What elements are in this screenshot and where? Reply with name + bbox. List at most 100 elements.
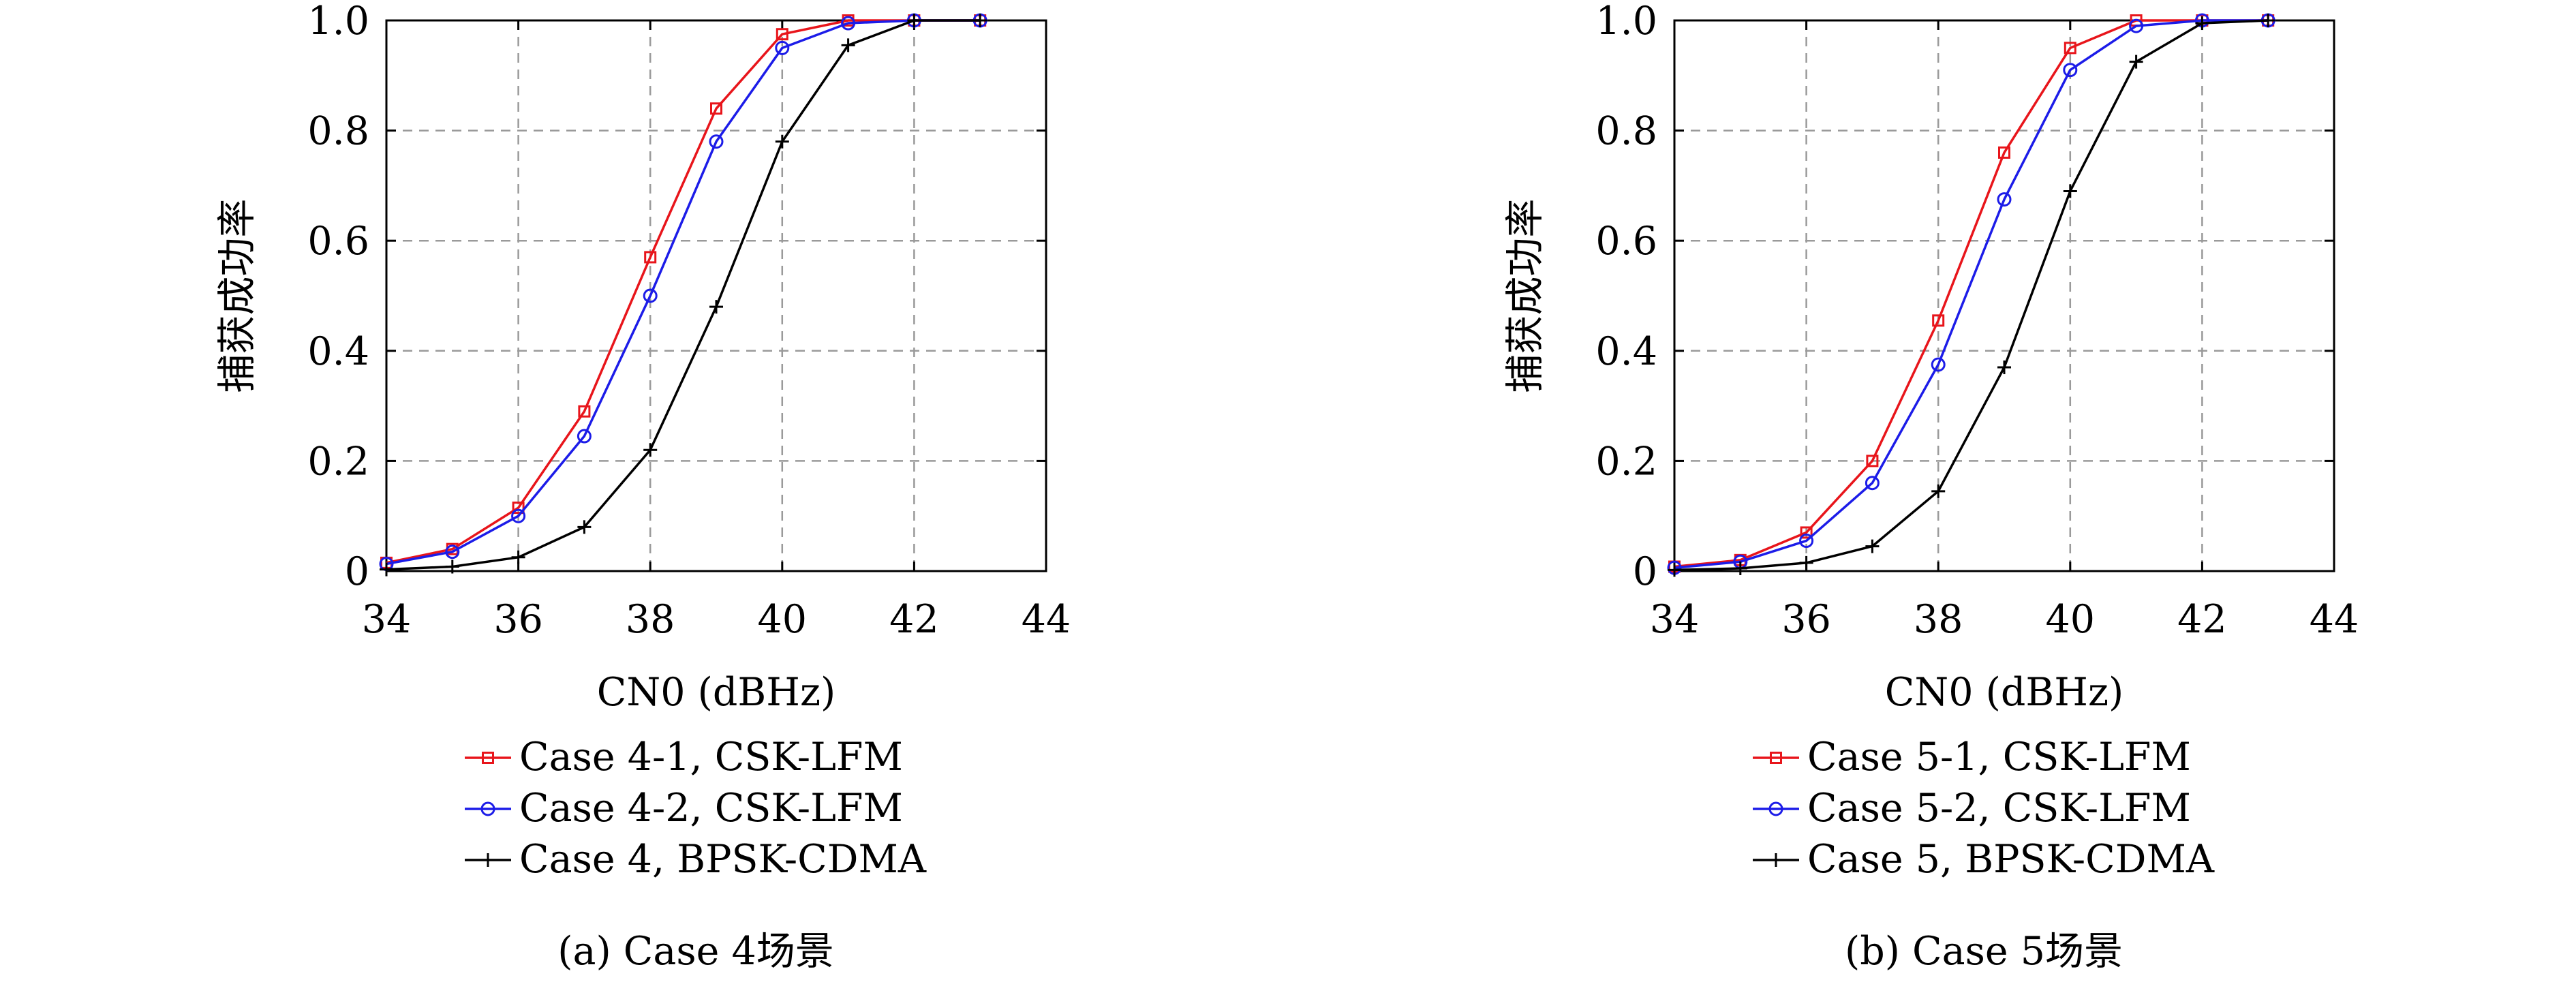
x-tick-label: 44 [1022,597,1071,642]
data-point [2195,16,2209,31]
data-point [380,562,393,577]
data-point [1866,455,1879,467]
data-point [907,14,921,27]
legend-item: Case 5, BPSK-CDMA [1753,837,2215,882]
series-line [386,19,981,566]
data-point [577,520,592,534]
panel-caption: (b) Case 5场景 [1845,929,2123,974]
legend-item: Case 4-2, CSK-LFM [465,786,903,831]
data-point [1998,146,2010,159]
data-point [841,38,855,52]
data-point [776,28,788,41]
data-point [2261,14,2275,27]
legend-label: Case 5-1, CSK-LFM [1807,735,2191,780]
data-point [512,502,525,515]
x-tick-label: 36 [493,597,543,642]
y-tick-label: 0.8 [1595,109,1657,154]
x-tick-label: 42 [2177,597,2227,642]
x-tick-label: 40 [758,597,808,642]
data-point [1799,534,1814,549]
data-point [710,102,722,115]
x-tick-label: 34 [1650,597,1700,642]
y-tick-label: 0.4 [1595,329,1657,374]
series-line [1674,19,2269,572]
y-tick-label: 0 [1633,549,1657,594]
legend: Case 4-1, CSK-LFM Case 4-2, CSK-LFM Case 4… [465,735,927,882]
legend-label: Case 4-1, CSK-LFM [519,735,903,780]
y-axis-label: 捕获成功率 [1503,199,1548,393]
x-tick-label: 34 [362,597,412,642]
y-tick-label: 0.8 [307,109,369,154]
panel-caption: (a) Case 4场景 [557,929,834,974]
data-point [1865,539,1880,553]
legend-label: Case 4-2, CSK-LFM [519,786,903,831]
data-point [709,300,723,314]
y-tick-label: 0.4 [307,329,369,374]
data-point [1800,526,1813,539]
data-point [1997,192,2012,207]
series-line [1674,19,2269,569]
data-point [445,559,459,574]
series-3 [380,14,987,577]
legend-marker [1770,752,1782,764]
data-point [1668,563,1681,577]
legend-item: Case 4, BPSK-CDMA [465,837,927,882]
x-tick-label: 42 [889,597,939,642]
data-point [1865,476,1880,491]
x-tick-label: 38 [626,597,675,642]
data-point [577,429,592,444]
series-1 [380,14,987,569]
data-point [973,14,987,27]
y-tick-label: 0.2 [1595,439,1657,484]
data-point [445,544,460,559]
x-axis-label: CN0 (dBHz) [1885,670,2123,715]
legend-item: Case 4-1, CSK-LFM [465,735,903,780]
series-line [386,19,981,571]
series-1 [1668,14,2275,573]
legend-marker [480,801,495,816]
data-point [643,288,658,303]
data-point [1932,314,1945,327]
data-point [775,134,789,149]
x-tick-label: 44 [2310,597,2359,642]
y-tick-label: 0.6 [307,219,369,264]
data-point [1799,555,1813,570]
series-line [386,19,981,564]
x-tick-label: 40 [2046,597,2096,642]
data-point [2129,18,2144,33]
data-point [709,134,724,149]
x-axis-label: CN0 (dBHz) [597,670,835,715]
series-line [1674,19,2269,568]
series-3 [1668,14,2275,577]
chart-panel-2: 34 36 38 40 42 44 0 0.2 0.4 0.6 0.8 1.0 CN0 (dBHz) 捕获… [1503,0,2359,974]
y-axis-label: 捕获成功率 [215,199,260,393]
legend-label: Case 4, BPSK-CDMA [519,837,927,882]
x-tick-label: 36 [1781,597,1831,642]
y-tick-label: 0.6 [1595,219,1657,264]
data-point [1733,561,1747,575]
series-2 [1667,13,2275,575]
legend-label: Case 5-2, CSK-LFM [1807,786,2191,831]
data-point [1931,484,1946,498]
y-tick-label: 1.0 [1595,0,1657,44]
data-point [511,508,526,523]
legend: Case 5-1, CSK-LFM Case 5-2, CSK-LFM Case 5… [1753,735,2215,882]
legend-marker [1769,853,1783,867]
x-tick-label: 38 [1914,597,1963,642]
data-point [775,40,790,55]
data-point [2063,184,2077,198]
plot-frame [385,19,1047,572]
data-point [2129,55,2143,69]
data-point [2064,42,2076,55]
series-2 [379,13,987,571]
legend-label: Case 5, BPSK-CDMA [1807,837,2215,882]
data-point [841,16,856,31]
chart-panel-1: 34 36 38 40 42 44 0 0.2 0.4 0.6 0.8 1.0 CN0 (dBHz) 捕获… [215,0,1071,974]
data-point [578,405,591,418]
legend-marker [481,853,495,867]
data-point [511,550,525,564]
data-point [1931,357,1946,372]
data-point [1997,360,2011,375]
legend-marker [1768,801,1783,816]
